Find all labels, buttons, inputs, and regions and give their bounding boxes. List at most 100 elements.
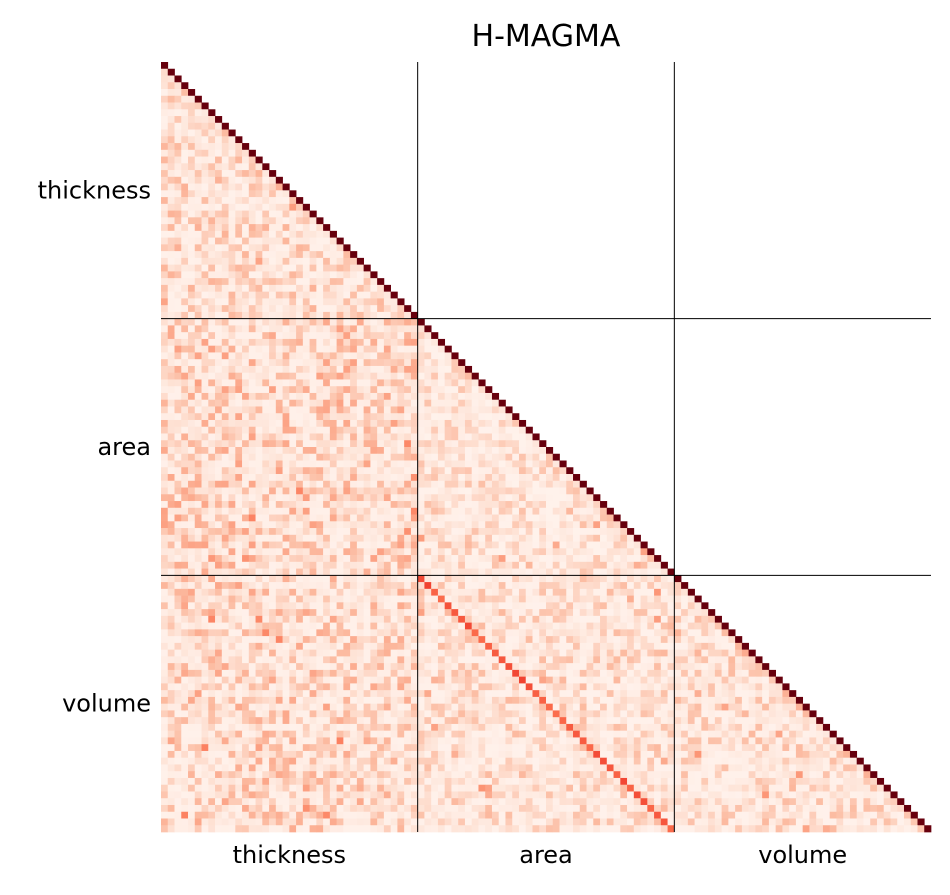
heatmap-cell [174,507,182,515]
heatmap-cell [383,602,391,610]
heatmap-cell [383,717,391,725]
heatmap-cell [424,676,432,684]
heatmap-cell [174,433,182,441]
heatmap-cell [201,271,209,279]
heatmap-cell [768,696,776,705]
heatmap-cell [640,582,648,590]
heatmap-cell [275,575,283,583]
heatmap-cell [552,615,560,623]
heatmap-cell [552,460,560,468]
heatmap-cell [208,534,216,542]
heatmap-cell [667,568,675,576]
heatmap-cell [269,467,277,475]
heatmap-cell [343,251,351,259]
heatmap-cell [532,433,540,441]
heatmap-cell [336,379,344,387]
heatmap-cell [188,284,196,292]
heatmap-cell [323,615,331,623]
heatmap-cell [323,696,331,705]
heatmap-cell [525,575,533,583]
heatmap-cell [302,595,310,603]
heatmap-cell [215,190,223,198]
heatmap-cell [444,501,452,509]
heatmap-cell [242,305,250,313]
heatmap-cell [458,521,466,529]
heatmap-cell [167,392,175,401]
heatmap-cell [255,501,263,509]
heatmap-cell [579,663,587,671]
heatmap-cell [417,501,425,509]
heatmap-cell [336,365,344,374]
heatmap-cell [296,291,304,299]
heatmap-cell [451,548,459,556]
heatmap-cell [600,609,608,617]
heatmap-cell [478,399,486,407]
heatmap-cell [208,507,216,515]
heatmap-cell [275,629,283,637]
heatmap-cell [208,602,216,610]
heatmap-cell [566,690,574,698]
heatmap-cell [471,372,479,380]
heatmap-cell [188,636,196,644]
heatmap-cell [627,710,635,718]
heatmap-cell [518,710,527,718]
heatmap-cell [167,95,175,103]
heatmap-cell [390,453,398,461]
heatmap-cell [437,676,446,684]
heatmap-cell [248,203,256,211]
heatmap-cell [262,305,270,313]
heatmap-cell [201,703,209,711]
heatmap-cell [309,676,317,684]
heatmap-cell [383,656,391,664]
heatmap-cell [512,433,520,441]
heatmap-cell [552,541,560,549]
heatmap-cell [269,534,277,542]
heatmap-cell [478,501,486,509]
heatmap-cell [559,480,567,488]
heatmap-cell [627,669,635,677]
heatmap-cell [640,588,648,596]
heatmap-cell [194,372,202,380]
heatmap-cell [431,440,439,448]
heatmap-cell [215,197,223,205]
heatmap-cell [687,710,695,718]
heatmap-cell [161,467,169,475]
heatmap-cell [201,548,209,556]
heatmap-cell [161,622,169,630]
heatmap-cell [343,656,351,664]
heatmap-cell [714,710,722,718]
heatmap-cell [255,176,263,184]
heatmap-cell [532,717,540,725]
heatmap-cell [174,663,182,671]
heatmap-cell [309,555,317,563]
heatmap-cell [667,629,675,637]
heatmap-cell [329,332,337,340]
heatmap-cell [316,406,324,414]
heatmap-cell [566,669,574,677]
heatmap-cell [397,541,405,549]
heatmap-cell [478,582,486,590]
heatmap-cell [181,555,189,563]
heatmap-cell [161,210,169,218]
heatmap-cell [343,305,351,313]
heatmap-cell [566,656,574,664]
heatmap-cell [208,460,216,468]
heatmap-cell [235,521,243,529]
heatmap-cell [323,359,331,367]
heatmap-cell [674,588,682,596]
heatmap-cell [424,649,432,657]
heatmap-cell [390,575,398,583]
heatmap-cell [377,696,385,705]
heatmap-cell [181,170,189,178]
heatmap-cell [309,548,317,556]
heatmap-cell [323,480,331,488]
heatmap-cell [593,561,601,569]
heatmap-cell [228,170,236,178]
heatmap-cell [248,669,256,677]
heatmap-cell [248,379,256,387]
heatmap-cell [167,75,175,83]
heatmap-cell [181,89,189,97]
heatmap-cell [552,501,560,509]
heatmap-cell [451,717,459,725]
heatmap-cell [316,291,324,299]
